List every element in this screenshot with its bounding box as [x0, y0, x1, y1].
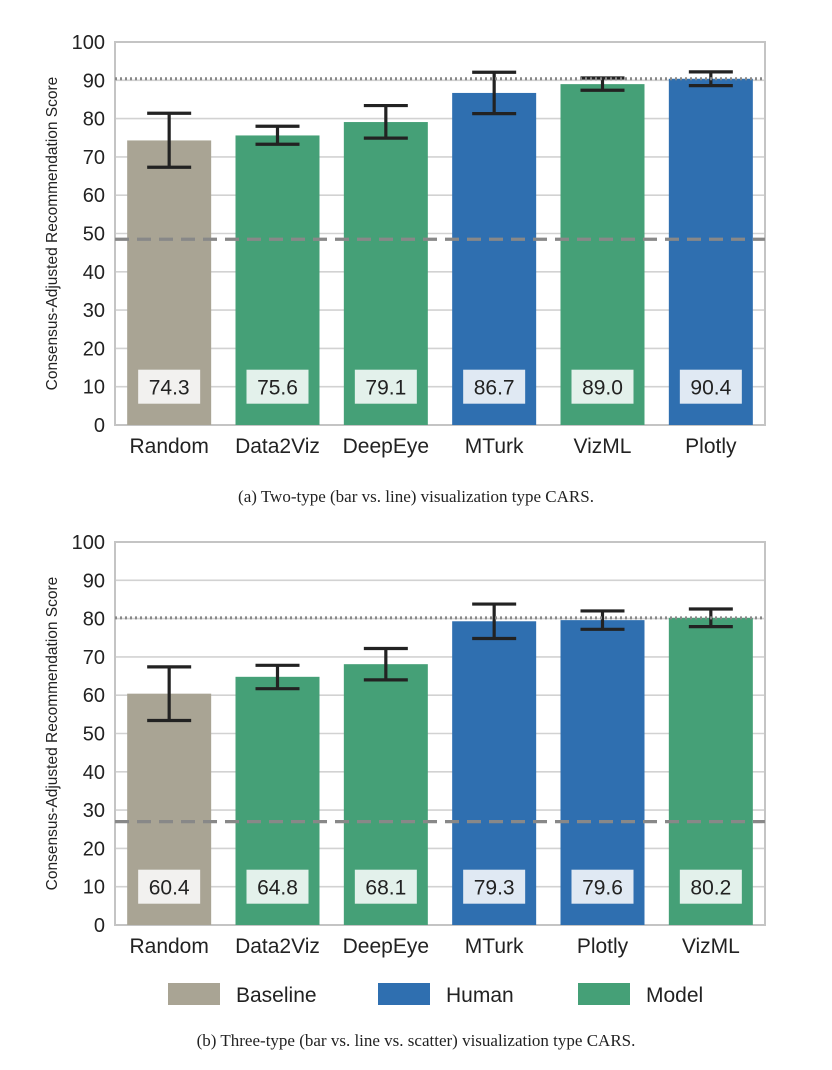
chart-panel-a: 0 10 20 30 40 50 60 70 80 90 100 Consensus-Adjusted… [44, 32, 766, 458]
plot-frame [114, 41, 766, 426]
y-tick-label: 100 [72, 32, 105, 54]
value-label-box [571, 869, 634, 904]
x-tick-label: Data2Viz [235, 935, 320, 958]
y-tick-label: 70 [83, 147, 105, 169]
y-tick-label: 80 [83, 109, 105, 131]
value-label: 74.3 [149, 377, 190, 400]
plot-frame [114, 541, 766, 926]
x-tick-label: Data2Viz [235, 435, 320, 458]
value-label: 79.1 [365, 377, 406, 400]
x-tick-label: VizML [574, 435, 632, 458]
y-tick-label: 60 [83, 185, 105, 207]
value-label: 80.2 [690, 877, 731, 900]
legend-label: Baseline [236, 984, 317, 1007]
y-tick-label: 0 [94, 915, 105, 937]
value-label-box [138, 869, 201, 904]
y-tick-label: 60 [83, 685, 105, 707]
legend-swatch [578, 983, 630, 1005]
value-label-box [679, 369, 742, 404]
legend-swatch [168, 983, 220, 1005]
bar [668, 78, 753, 425]
x-tick-label: MTurk [465, 435, 524, 458]
legend-swatch [378, 983, 430, 1005]
y-tick-label: 70 [83, 647, 105, 669]
legend-label: Model [646, 984, 703, 1007]
value-label-box [246, 369, 309, 404]
value-label-box [138, 369, 201, 404]
y-axis-label: Consensus-Adjusted Recommendation Score [44, 577, 61, 891]
x-tick-label: Random [129, 435, 208, 458]
x-tick-label: Plotly [685, 435, 737, 458]
y-tick-label: 80 [83, 609, 105, 631]
value-label: 60.4 [149, 877, 190, 900]
y-tick-label: 0 [94, 415, 105, 437]
value-label-box [354, 869, 417, 904]
bar [560, 84, 645, 425]
x-tick-label: DeepEye [343, 435, 429, 458]
value-label: 64.8 [257, 877, 298, 900]
y-tick-label: 90 [83, 70, 105, 92]
value-label-box [679, 869, 742, 904]
y-tick-label: 50 [83, 724, 105, 746]
caption-a: (a) Two-type (bar vs. line) visualizatio… [238, 487, 594, 506]
x-tick-label: Plotly [577, 935, 629, 958]
value-label: 90.4 [690, 377, 731, 400]
value-label: 79.6 [582, 877, 623, 900]
x-tick-label: DeepEye [343, 935, 429, 958]
y-tick-label: 10 [83, 377, 105, 399]
value-label: 89.0 [582, 377, 623, 400]
x-tick-label: VizML [682, 935, 740, 958]
value-label-box [354, 369, 417, 404]
legend: Baseline Human Model [168, 983, 703, 1007]
bar [452, 92, 537, 426]
chart-panel-b: 0 10 20 30 40 50 60 70 80 90 100 Consensus-Adjusted… [44, 532, 766, 958]
y-tick-label: 40 [83, 262, 105, 284]
y-tick-label: 90 [83, 570, 105, 592]
value-label: 75.6 [257, 377, 298, 400]
y-tick-label: 30 [83, 300, 105, 322]
y-tick-label: 30 [83, 800, 105, 822]
value-label: 79.3 [474, 877, 515, 900]
value-label-box [463, 869, 526, 904]
caption-b: (b) Three-type (bar vs. line vs. scatter… [196, 1031, 636, 1050]
x-tick-label: MTurk [465, 935, 524, 958]
y-tick-label: 50 [83, 224, 105, 246]
value-label: 68.1 [365, 877, 406, 900]
y-tick-label: 10 [83, 877, 105, 899]
y-axis-label: Consensus-Adjusted Recommendation Score [44, 77, 61, 391]
y-tick-label: 40 [83, 762, 105, 784]
y-tick-label: 20 [83, 838, 105, 860]
y-tick-label: 20 [83, 338, 105, 360]
value-label-box [246, 869, 309, 904]
legend-label: Human [446, 984, 514, 1007]
x-tick-label: Random [129, 935, 208, 958]
value-label-box [463, 369, 526, 404]
value-label: 86.7 [474, 377, 515, 400]
value-label-box [571, 369, 634, 404]
y-tick-label: 100 [72, 532, 105, 554]
